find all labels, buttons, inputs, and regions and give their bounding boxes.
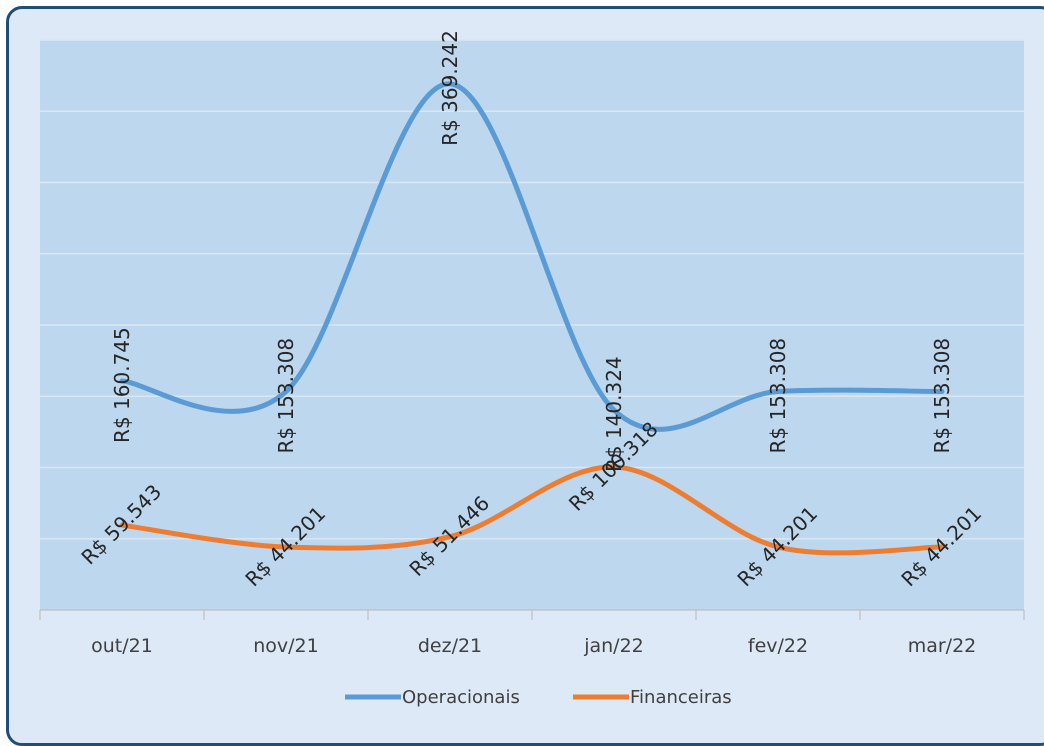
data-label: R$ 160.745	[110, 327, 134, 443]
x-tick-label: jan/22	[583, 635, 644, 657]
gridlines	[40, 39, 1024, 540]
data-label: R$ 153.308	[766, 338, 790, 454]
series-lines	[119, 81, 945, 556]
legend-label: Financeiras	[630, 687, 732, 708]
data-label: R$ 153.308	[930, 338, 954, 454]
data-label: R$ 369.242	[438, 30, 462, 146]
x-tick-label: nov/21	[253, 635, 319, 657]
x-tick-label: fev/22	[748, 635, 808, 657]
x-axis: out/21 nov/21 dez/21 jan/22 fev/22 mar/22	[39, 609, 1025, 657]
legend-label: Operacionais	[402, 687, 520, 708]
legend: Operacionais Financeiras	[345, 687, 732, 708]
x-tick-label: out/21	[91, 635, 153, 657]
x-tick-label: mar/22	[908, 635, 977, 657]
data-label: R$ 153.308	[274, 338, 298, 454]
x-tick-label: dez/21	[418, 635, 482, 657]
data-label: R$ 140.324	[602, 356, 626, 472]
series-line-financeiras	[119, 464, 945, 556]
series-line-operacionais	[119, 81, 945, 432]
line-chart: out/21 nov/21 dez/21 jan/22 fev/22 mar/22 R$ …	[39, 30, 1025, 708]
